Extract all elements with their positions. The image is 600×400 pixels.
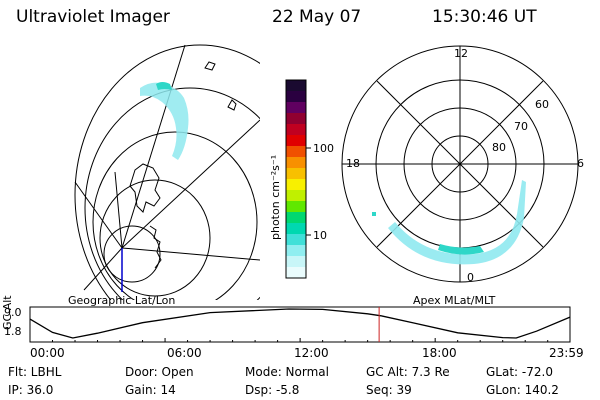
colorbar-band [286, 223, 306, 235]
colorbar-band [286, 267, 306, 279]
apex-panel-label: Apex MLat/MLT [413, 294, 496, 307]
xtick-3: 18:00 [422, 346, 457, 360]
colorbar-band [286, 157, 306, 169]
xtick-1: 06:00 [167, 346, 202, 360]
status-mode: Mode: Normal [245, 365, 329, 379]
xtick-0: 00:00 [30, 346, 65, 360]
mlt-label-6: 6 [577, 157, 584, 170]
lat-circle [92, 131, 258, 300]
aurora-oval [372, 212, 376, 216]
status-gc-alt: GC Alt: 7.3 Re [366, 365, 450, 379]
colorbar-band [286, 113, 306, 125]
lon-line [74, 181, 123, 249]
status-ip: IP: 36.0 [8, 383, 54, 397]
altitude-series-line [29, 308, 571, 339]
lon-line [114, 171, 123, 249]
status-dsp: Dsp: -5.8 [245, 383, 300, 397]
colorbar-band [286, 212, 306, 224]
status-seq: Seq: 39 [366, 383, 412, 397]
colorbar-band [286, 102, 306, 114]
xtick-2: 12:00 [294, 346, 329, 360]
aurora-emission [140, 82, 189, 160]
colorbar-band [286, 91, 306, 103]
mlat-label-80: 80 [492, 141, 506, 154]
geographic-panel-label: Geographic Lat/Lon [68, 294, 176, 307]
lat-circle [74, 44, 260, 300]
status-gain: Gain: 14 [125, 383, 176, 397]
colorbar-band [286, 245, 306, 257]
mlat-label-70: 70 [514, 120, 528, 133]
ytick-9: 9.0 [4, 306, 22, 319]
date-label: 22 May 07 [272, 7, 362, 27]
colorbar-tick-100: 100 [313, 142, 334, 155]
mlt-label-12: 12 [454, 47, 468, 60]
colorbar-band [286, 179, 306, 191]
colorbar-band [286, 124, 306, 136]
mlt-diagonal [376, 80, 544, 248]
lat-circle [84, 87, 260, 300]
lon-line [83, 247, 123, 291]
mlat-label-60: 60 [535, 98, 549, 111]
colorbar-band [286, 234, 306, 246]
lat-circle [99, 179, 211, 297]
status-flt: Flt: LBHL [8, 365, 62, 379]
lat-circle [103, 225, 161, 283]
aurora-oval [438, 244, 484, 255]
colorbar-band [286, 201, 306, 213]
status-glon: GLon: 140.2 [486, 383, 559, 397]
instrument-title: Ultraviolet Imager [16, 7, 170, 27]
colorbar-band [286, 80, 306, 92]
aurora-emission [156, 82, 172, 90]
status-glat: GLat: -72.0 [486, 365, 553, 379]
lon-line [121, 44, 186, 249]
colorbar-tick-10: 10 [313, 229, 327, 242]
colorbar-band [286, 256, 306, 268]
lon-line [121, 119, 260, 249]
mlt-label-18: 18 [346, 157, 360, 170]
colorbar-band [286, 190, 306, 202]
colorbar-band [286, 135, 306, 147]
lon-line [121, 247, 260, 261]
time-label: 15:30:46 UT [432, 7, 537, 27]
colorbar-band [286, 146, 306, 158]
mlt-label-0: 0 [467, 271, 474, 284]
xtick-4: 23:59 [549, 346, 584, 360]
status-door: Door: Open [125, 365, 194, 379]
colorbar-band [286, 168, 306, 180]
ytick-1.8: 1.8 [4, 325, 22, 338]
